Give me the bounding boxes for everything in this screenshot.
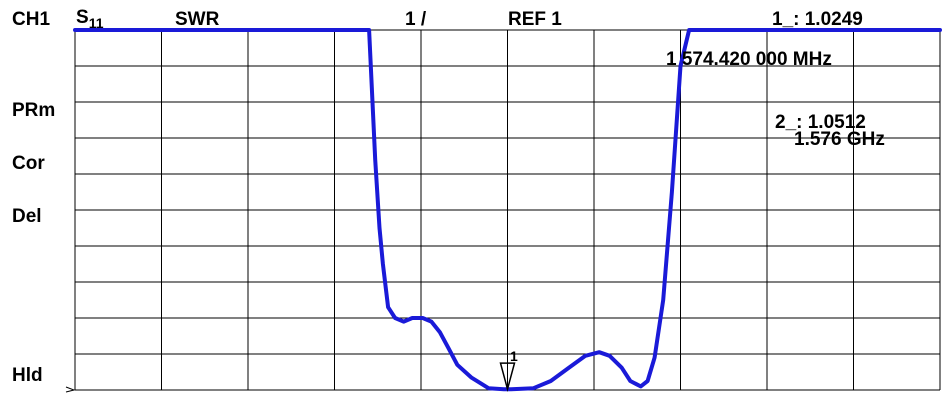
- scale-label: 1 /: [405, 9, 427, 30]
- marker-1-triangle: [499, 362, 516, 392]
- parameter-subscript: 11: [88, 15, 104, 31]
- marker-2-readout: 2_: 1.0512: [775, 112, 866, 133]
- side-label-hld: Hld: [12, 365, 43, 386]
- side-label-prm: PRm: [12, 100, 56, 121]
- graticule: [74, 29, 941, 391]
- marker-2-frequency: 1.576 GHz: [794, 129, 885, 150]
- marker-1-frequency: 1 574.420 000 MHz: [666, 49, 832, 70]
- marker-1-readout: 1_: 1.0249: [772, 9, 863, 30]
- parameter-letter: S: [76, 7, 89, 28]
- reference-position-arrow: [65, 386, 76, 393]
- marker-1-pointer: [499, 362, 516, 392]
- side-label-del: Del: [12, 206, 42, 227]
- swr-trace: [73, 28, 942, 392]
- format-label: SWR: [175, 9, 220, 30]
- measurement-parameter: S11: [76, 7, 104, 30]
- marker-1-number: 1: [510, 348, 518, 364]
- reference-label: REF 1: [508, 9, 562, 30]
- channel-label: CH1: [12, 9, 51, 30]
- side-label-cor: Cor: [12, 153, 45, 174]
